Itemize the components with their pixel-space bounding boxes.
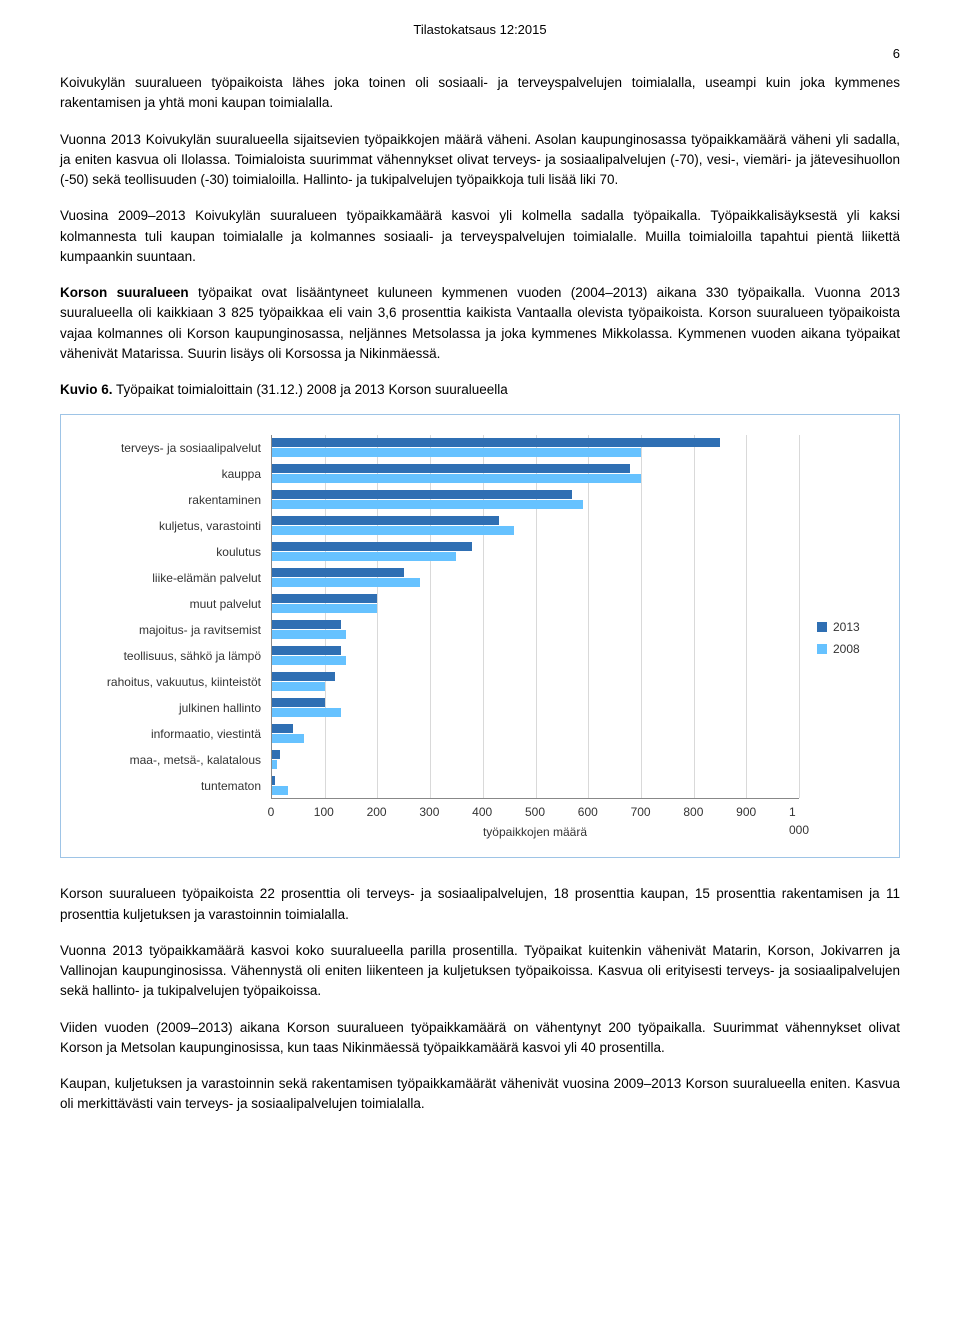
chart-bar: [272, 672, 335, 681]
legend-item: 2013: [817, 618, 879, 636]
chart-bar: [272, 630, 346, 639]
chart-bar: [272, 604, 377, 613]
chart-bar: [272, 438, 720, 447]
chart-y-labels: terveys- ja sosiaalipalvelutkaupparakent…: [81, 435, 271, 799]
chart-body: terveys- ja sosiaalipalvelutkaupparakent…: [81, 435, 879, 841]
chart-category-row: [272, 617, 799, 643]
chart-bar: [272, 698, 325, 707]
chart-x-tick: 900: [736, 803, 756, 821]
paragraph-4: Korson suuralueen työpaikat ovat lisäänt…: [60, 283, 900, 364]
chart-y-label: rakentaminen: [188, 487, 261, 513]
chart-bar: [272, 594, 377, 603]
chart-y-label: maa-, metsä-, kalatalous: [130, 747, 261, 773]
chart-category-row: [272, 435, 799, 461]
chart-plot-area: 01002003004005006007008009001 000 työpai…: [271, 435, 799, 841]
chart-y-label: majoitus- ja ravitsemist: [139, 617, 261, 643]
chart-y-label: liike-elämän palvelut: [152, 565, 261, 591]
chart-gridline: [799, 435, 800, 798]
chart-y-label: rahoitus, vakuutus, kiinteistöt: [107, 669, 261, 695]
page-number: 6: [60, 44, 900, 64]
paragraph-8: Kaupan, kuljetuksen ja varastoinnin sekä…: [60, 1074, 900, 1115]
chart-category-row: [272, 513, 799, 539]
chart-bar: [272, 552, 456, 561]
chart-bar: [272, 490, 572, 499]
chart-category-row: [272, 539, 799, 565]
chart-y-label: koulutus: [216, 539, 261, 565]
chart-y-label: muut palvelut: [190, 591, 261, 617]
chart-bar: [272, 708, 341, 717]
paragraph-1: Koivukylän suuralueen työpaikoista lähes…: [60, 73, 900, 114]
chart-category-row: [272, 461, 799, 487]
chart-category-row: [272, 747, 799, 773]
chart-category-row: [272, 721, 799, 747]
paragraph-4-bold: Korson suuralueen: [60, 285, 189, 300]
paragraph-5: Korson suuralueen työpaikoista 22 prosen…: [60, 884, 900, 925]
chart-bar: [272, 568, 404, 577]
chart-x-tick: 0: [268, 803, 275, 821]
chart-x-tick: 100: [314, 803, 334, 821]
chart-y-label: julkinen hallinto: [179, 695, 261, 721]
chart-y-label: tuntematon: [201, 773, 261, 799]
chart-bar: [272, 500, 583, 509]
chart-bar: [272, 620, 341, 629]
chart-x-ticks: 01002003004005006007008009001 000: [271, 801, 799, 819]
paragraph-7: Viiden vuoden (2009–2013) aikana Korson …: [60, 1018, 900, 1059]
chart-x-tick: 300: [419, 803, 439, 821]
chart-y-label: teollisuus, sähkö ja lämpö: [124, 643, 261, 669]
chart-x-tick: 400: [472, 803, 492, 821]
chart-bar: [272, 724, 293, 733]
chart-x-tick: 1 000: [789, 803, 809, 839]
chart-container: terveys- ja sosiaalipalvelutkaupparakent…: [60, 414, 900, 858]
chart-bar: [272, 542, 472, 551]
paragraph-3: Vuosina 2009–2013 Koivukylän suuralueen …: [60, 206, 900, 267]
chart-bar: [272, 682, 325, 691]
chart-y-label: terveys- ja sosiaalipalvelut: [121, 435, 261, 461]
chart-x-tick: 500: [525, 803, 545, 821]
chart-bar: [272, 786, 288, 795]
chart-category-row: [272, 773, 799, 799]
chart-bar: [272, 516, 499, 525]
chart-x-tick: 600: [578, 803, 598, 821]
chart-bar: [272, 474, 641, 483]
chart-y-label: kauppa: [222, 461, 261, 487]
chart-x-tick: 700: [631, 803, 651, 821]
chart-category-row: [272, 695, 799, 721]
chart-bar: [272, 526, 514, 535]
chart-x-tick: 200: [367, 803, 387, 821]
chart-category-row: [272, 643, 799, 669]
chart-legend: 2013 2008: [799, 614, 879, 662]
chart-category-row: [272, 487, 799, 513]
chart-bar: [272, 464, 630, 473]
chart-caption: Kuvio 6. Työpaikat toimialoittain (31.12…: [60, 380, 900, 400]
chart-caption-rest: Työpaikat toimialoittain (31.12.) 2008 j…: [113, 382, 508, 397]
legend-label: 2008: [833, 640, 860, 658]
chart-bar: [272, 578, 420, 587]
paragraph-6: Vuonna 2013 työpaikkamäärä kasvoi koko s…: [60, 941, 900, 1002]
chart-x-axis-label: työpaikkojen määrä: [271, 823, 799, 841]
paragraph-2: Vuonna 2013 Koivukylän suuralueella sija…: [60, 130, 900, 191]
legend-item: 2008: [817, 640, 879, 658]
chart-x-tick: 800: [683, 803, 703, 821]
doc-header-title: Tilastokatsaus 12:2015: [60, 20, 900, 40]
legend-swatch: [817, 644, 827, 654]
chart-bar: [272, 656, 346, 665]
chart-bar: [272, 646, 341, 655]
chart-y-label: informaatio, viestintä: [151, 721, 261, 747]
chart-caption-bold: Kuvio 6.: [60, 382, 113, 397]
chart-category-row: [272, 591, 799, 617]
chart-category-row: [272, 669, 799, 695]
chart-category-row: [272, 565, 799, 591]
chart-bar: [272, 760, 277, 769]
chart-y-label: kuljetus, varastointi: [159, 513, 261, 539]
chart-bar: [272, 776, 275, 785]
chart-bars-region: [271, 435, 799, 799]
chart-bar: [272, 448, 641, 457]
chart-bar: [272, 734, 304, 743]
legend-label: 2013: [833, 618, 860, 636]
legend-swatch: [817, 622, 827, 632]
chart-bar: [272, 750, 280, 759]
